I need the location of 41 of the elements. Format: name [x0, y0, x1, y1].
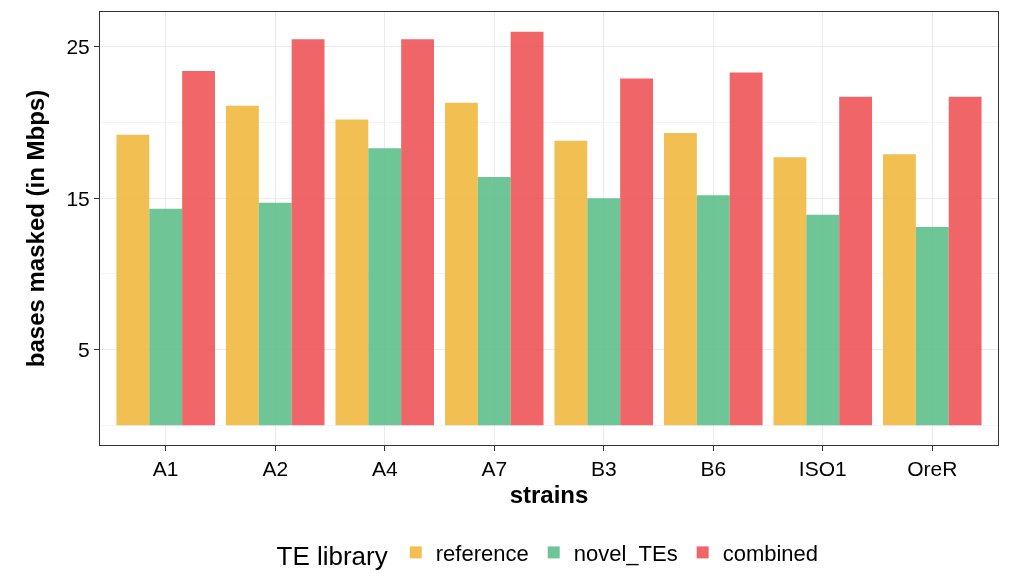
bar — [444, 102, 478, 426]
bar — [401, 39, 435, 426]
bar — [620, 78, 654, 426]
legend-label: novel_TEs — [573, 540, 678, 566]
x-tick-label: OreR — [907, 457, 958, 481]
y-axis-title: bases masked (in Mbps) — [21, 89, 49, 368]
bar — [883, 154, 916, 426]
bar — [554, 140, 588, 426]
bar — [587, 198, 621, 426]
y-tick-label: 5 — [78, 337, 90, 361]
bar — [663, 133, 697, 426]
bar — [335, 119, 369, 426]
bar — [149, 208, 183, 426]
x-axis-title: strains — [509, 480, 589, 508]
x-tick-label: A7 — [481, 457, 508, 481]
bar — [291, 39, 325, 426]
legend-label: combined — [722, 540, 819, 566]
bar — [258, 202, 292, 426]
bar — [839, 96, 873, 426]
x-tick-label: B6 — [700, 457, 727, 481]
x-tick-label: A4 — [371, 457, 398, 481]
bar — [729, 72, 763, 426]
bar — [225, 105, 259, 426]
bar — [915, 226, 949, 426]
bar — [510, 31, 544, 426]
y-tick-label: 15 — [66, 186, 90, 210]
bar — [773, 157, 807, 426]
bar — [806, 214, 840, 426]
bar — [368, 148, 402, 426]
bar — [116, 134, 150, 426]
bar — [948, 96, 982, 426]
legend-label: reference — [435, 540, 529, 566]
bar — [182, 71, 215, 426]
x-tick-label: A2 — [262, 457, 289, 481]
x-tick-label: ISO1 — [798, 457, 847, 481]
y-tick-label: 25 — [66, 35, 90, 59]
x-tick-label: B3 — [590, 457, 617, 481]
legend-title: TE library — [276, 541, 388, 572]
x-tick-label: A1 — [152, 457, 179, 481]
bar — [477, 177, 511, 426]
bar — [696, 195, 730, 426]
